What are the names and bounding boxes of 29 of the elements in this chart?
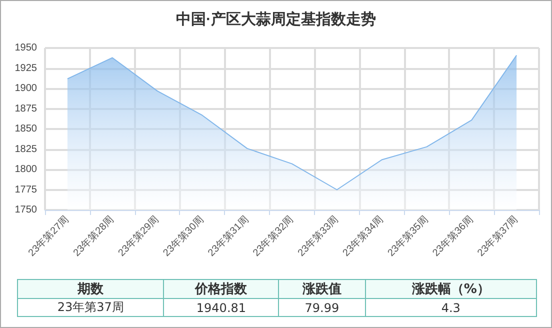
x-tick-label: 23年第32周 — [250, 213, 296, 259]
text: 1940.81 — [164, 298, 279, 316]
chart-title: 中国·产区大蒜周定基指数走势 — [176, 10, 376, 28]
y-tick-label: 1900 — [14, 83, 38, 94]
text: 期数 — [18, 280, 164, 298]
y-tick-label: 1750 — [14, 204, 38, 216]
x-tick-label: 23年第31周 — [206, 213, 251, 259]
y-tick-label: 1775 — [14, 184, 38, 196]
x-tick-label: 23年第30周 — [160, 213, 206, 259]
x-tick-label: 23年第33周 — [295, 213, 341, 259]
x-tick-label: 23年第28周 — [70, 213, 116, 259]
x-tick-label: 23年第35周 — [385, 213, 431, 259]
x-tick-label: 23年第27周 — [26, 213, 72, 259]
text: 79.99 — [278, 298, 366, 316]
x-tick-label: 23年第29周 — [116, 213, 162, 259]
text: 23年第37周 — [18, 298, 164, 316]
y-tick-label: 1850 — [14, 124, 38, 134]
y-tick-label: 1875 — [14, 103, 38, 114]
y-tick-label: 1950 — [14, 42, 38, 54]
x-tick-label: 23年第37周 — [475, 213, 520, 259]
text: 4.3 — [365, 298, 536, 316]
y-tick-label: 1925 — [14, 62, 38, 74]
x-tick-label: 23年第34周 — [340, 213, 386, 259]
text: 涨跌值 — [278, 280, 366, 298]
x-tick-label: 23年第36周 — [430, 213, 476, 259]
text: 价格指数 — [164, 280, 279, 298]
text: 涨跌幅（%） — [365, 280, 536, 298]
y-tick-label: 1800 — [14, 164, 38, 175]
y-tick-label: 1825 — [14, 144, 38, 155]
